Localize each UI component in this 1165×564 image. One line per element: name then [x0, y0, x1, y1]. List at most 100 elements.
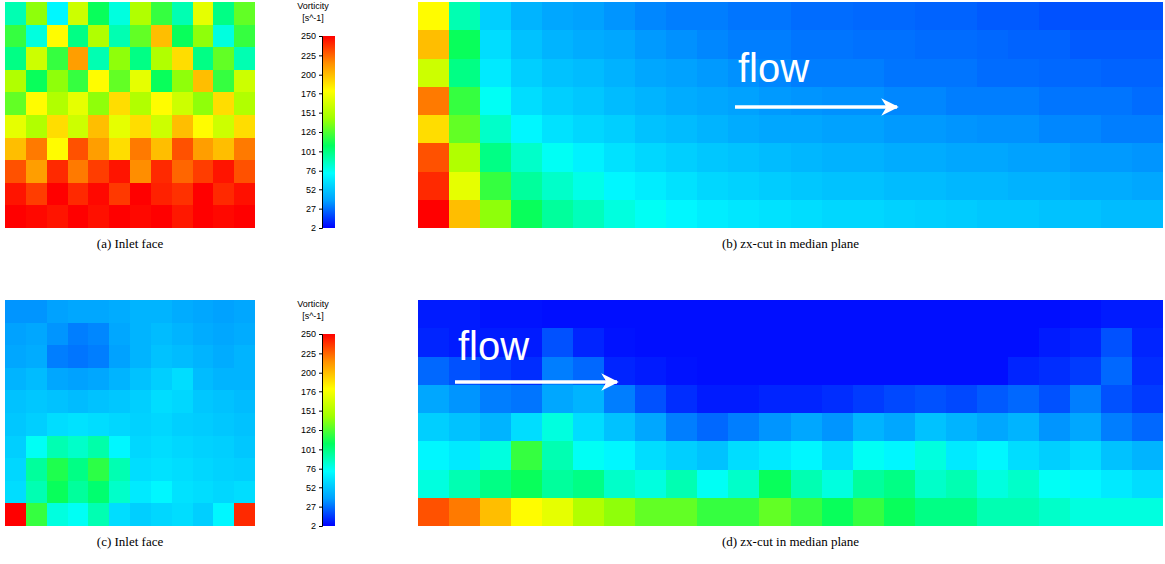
heatmap-cell — [213, 413, 234, 436]
heatmap-cell — [213, 368, 234, 391]
heatmap-cell — [1008, 441, 1040, 470]
colorbar-tick-label: 2 — [311, 223, 316, 233]
heatmap-cell — [418, 2, 450, 31]
heatmap-cell — [172, 138, 193, 161]
heatmap-cell — [130, 503, 151, 526]
heatmap-cell — [511, 143, 543, 172]
heatmap-cell — [193, 47, 214, 70]
heatmap-cell — [418, 357, 450, 386]
heatmap-cell — [728, 470, 760, 499]
heatmap-cell — [234, 481, 255, 504]
heatmap-cell — [193, 160, 214, 183]
colorbar-tick-mark — [319, 469, 322, 470]
colorbar-tick: 101 — [301, 445, 322, 455]
heatmap-cell — [822, 441, 854, 470]
heatmap-cell — [666, 357, 698, 386]
heatmap-cell — [1008, 172, 1040, 201]
heatmap-cell — [109, 138, 130, 161]
heatmap-cell — [172, 300, 193, 323]
heatmap-cell — [604, 200, 636, 228]
heatmap-cell — [68, 345, 89, 368]
colorbar-tick-mark — [319, 411, 322, 412]
heatmap-cell — [130, 458, 151, 481]
heatmap-cell — [109, 345, 130, 368]
heatmap-cell — [130, 70, 151, 93]
heatmap-cell — [1008, 200, 1040, 228]
heatmap-cell — [88, 323, 109, 346]
heatmap-cell — [1039, 87, 1071, 116]
heatmap-cell — [88, 115, 109, 138]
heatmap-cell — [68, 481, 89, 504]
heatmap-cell — [604, 413, 636, 442]
heatmap-cell — [88, 25, 109, 48]
heatmap-cell — [635, 385, 667, 414]
heatmap-cell — [47, 458, 68, 481]
heatmap-cell — [791, 441, 823, 470]
heatmap-cell — [573, 300, 605, 329]
heatmap-cell — [946, 172, 978, 201]
heatmap-cell — [697, 200, 729, 228]
heatmap-cell — [151, 138, 172, 161]
heatmap-cell — [977, 441, 1009, 470]
heatmap-cell — [915, 413, 947, 442]
heatmap-cell — [728, 498, 760, 526]
heatmap-cell — [791, 2, 823, 31]
heatmap-cell — [666, 172, 698, 201]
heatmap-cell — [172, 413, 193, 436]
heatmap-cell — [915, 87, 947, 116]
heatmap-cell — [915, 328, 947, 357]
heatmap-cell — [234, 390, 255, 413]
colorbar-tick-mark — [319, 373, 322, 374]
heatmap-cell — [511, 470, 543, 499]
heatmap-cell — [542, 87, 574, 116]
heatmap-cell — [791, 413, 823, 442]
heatmap-cell — [130, 138, 151, 161]
heatmap-cell — [542, 2, 574, 31]
heatmap-cell — [26, 92, 47, 115]
heatmap-cell — [68, 300, 89, 323]
heatmap-cell — [26, 2, 47, 25]
heatmap-cell — [635, 172, 667, 201]
heatmap-cell — [853, 30, 885, 59]
heatmap-cell — [759, 200, 791, 228]
heatmap-cell — [635, 87, 667, 116]
heatmap-cell — [172, 160, 193, 183]
colorbar-tick-label: 52 — [306, 185, 316, 195]
heatmap-cell — [759, 441, 791, 470]
heatmap-cell — [449, 385, 481, 414]
heatmap-cell — [853, 357, 885, 386]
heatmap-cell — [68, 413, 89, 436]
heatmap-cell — [759, 328, 791, 357]
heatmap-cell — [418, 59, 450, 88]
heatmap-cell — [26, 205, 47, 228]
heatmap-cell — [480, 498, 512, 526]
heatmap-cell — [697, 498, 729, 526]
heatmap-cell — [68, 25, 89, 48]
heatmap-cell — [88, 92, 109, 115]
heatmap-cell — [1070, 498, 1102, 526]
colorbar-tick-label: 126 — [301, 425, 316, 435]
heatmap-cell — [449, 498, 481, 526]
heatmap-cell — [130, 436, 151, 459]
heatmap-cell — [697, 87, 729, 116]
heatmap-cell — [5, 92, 26, 115]
colorbar-tick: 250 — [301, 329, 322, 339]
heatmap-cell — [26, 458, 47, 481]
heatmap-cell — [1132, 200, 1163, 228]
heatmap-cell — [47, 2, 68, 25]
heatmap-cell — [130, 390, 151, 413]
heatmap-cell — [172, 183, 193, 206]
heatmap-cell — [130, 183, 151, 206]
heatmap-cell — [853, 385, 885, 414]
heatmap-cell — [822, 357, 854, 386]
heatmap-cell — [884, 441, 916, 470]
colorbar-tick: 2 — [311, 521, 322, 531]
heatmap-cell — [1132, 441, 1163, 470]
colorbar-tick-mark — [319, 449, 322, 450]
heatmap-cell — [26, 183, 47, 206]
heatmap-cell — [635, 59, 667, 88]
heatmap-cell — [853, 115, 885, 144]
heatmap-cell — [759, 357, 791, 386]
heatmap-cell — [68, 47, 89, 70]
heatmap-cell — [26, 70, 47, 93]
